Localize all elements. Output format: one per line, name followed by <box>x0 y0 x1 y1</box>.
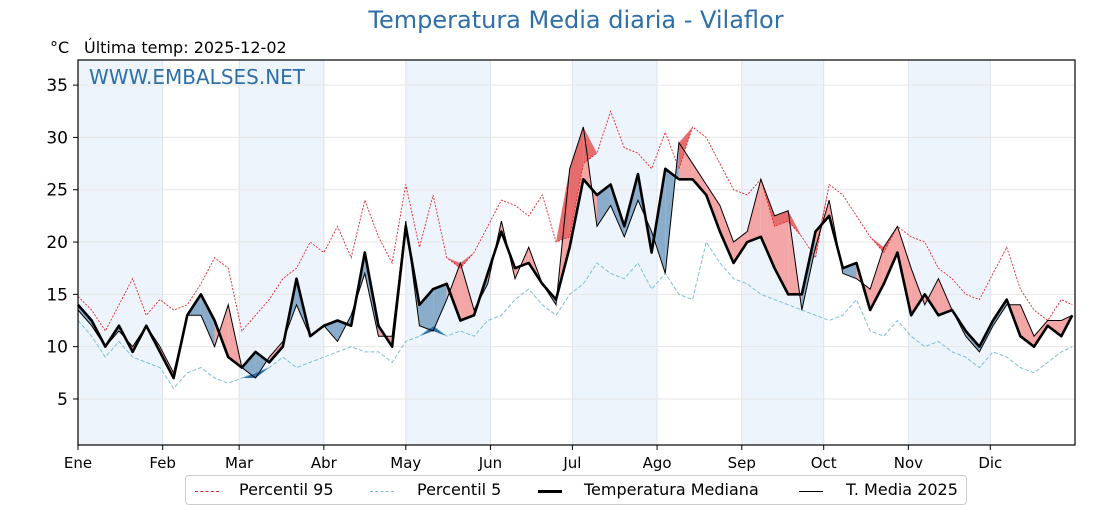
legend: Percentil 95 Percentil 5 Temperatura Med… <box>185 475 967 505</box>
x-tick-label: Mar <box>225 454 254 472</box>
legend-label-p95: Percentil 95 <box>239 480 334 499</box>
fill-above-p95 <box>760 179 775 227</box>
series-line-p5 <box>77 240 1073 390</box>
fill-above-median <box>870 247 884 311</box>
legend-swatch-p5 <box>370 491 394 492</box>
chart: WWW.EMBALSES.NET 5 10 15 20 25 30 35 Ene Feb Mar… <box>46 59 1076 472</box>
fill-above-median <box>760 179 775 269</box>
month-bands <box>78 60 991 445</box>
y-unit-label: °C <box>50 38 70 57</box>
chart-title: Temperatura Media diaria - Vilaflor <box>368 6 784 34</box>
grid-lines <box>77 60 1075 445</box>
x-axis: Ene Feb Mar Abr May Jun Jul Ago Sep Oct Nov Dic <box>64 445 1002 472</box>
x-tick-label: Nov <box>894 454 923 472</box>
fill-above-p95 <box>774 210 789 227</box>
legend-swatch-2025 <box>799 491 823 492</box>
y-tick-label: 25 <box>46 181 68 201</box>
series-lines <box>77 109 1074 390</box>
x-tick-label: Jul <box>562 454 581 472</box>
y-tick-label: 5 <box>57 390 68 410</box>
legend-label-median: Temperatura Mediana <box>584 480 759 499</box>
fill-above-median <box>214 304 229 358</box>
fill-below-median <box>433 283 447 331</box>
fill-above-p95 <box>556 168 570 243</box>
watermark: WWW.EMBALSES.NET <box>89 65 306 89</box>
y-tick-label: 20 <box>46 233 68 253</box>
fill-above-median <box>719 205 734 263</box>
fill-below-median <box>419 289 434 331</box>
x-tick-label: Ene <box>64 454 92 472</box>
legend-label-2025: T. Media 2025 <box>846 480 958 499</box>
plot-frame <box>77 59 1076 446</box>
fill-above-median <box>1020 304 1035 347</box>
x-tick-label: Jun <box>478 454 502 472</box>
series-line-median <box>77 167 1074 380</box>
y-axis: 5 10 15 20 25 30 35 <box>46 76 78 410</box>
fill-above-p95 <box>569 126 584 237</box>
x-tick-label: Oct <box>811 454 837 472</box>
fill-above-median <box>460 262 475 321</box>
fill-above-median <box>897 226 912 316</box>
fill-below-p5 <box>255 367 270 379</box>
fill-above-median <box>747 179 761 243</box>
y-tick-label: 10 <box>46 338 68 358</box>
fill-below-p5 <box>419 325 434 337</box>
legend-swatch-median <box>538 490 562 493</box>
fill-above-p95 <box>870 236 884 253</box>
y-tick-label: 15 <box>46 285 68 305</box>
y-tick-label: 30 <box>46 128 68 148</box>
series-line-2025 <box>77 126 1073 379</box>
series-line-p95 <box>77 109 1073 332</box>
last-temp-label: Última temp: 2025-12-02 <box>84 38 287 57</box>
fill-below-p5 <box>241 372 256 379</box>
x-tick-label: Feb <box>149 454 176 472</box>
month-band <box>908 60 991 445</box>
month-band <box>239 60 324 445</box>
fill-above-median <box>924 278 939 316</box>
month-band <box>405 60 491 445</box>
fill-above-median <box>446 262 461 321</box>
legend-swatch-p95 <box>195 491 219 492</box>
month-band <box>572 60 658 445</box>
x-tick-label: Dic <box>978 454 1002 472</box>
month-band <box>78 60 163 445</box>
fill-above-median <box>911 268 925 316</box>
x-tick-label: Abr <box>311 454 338 472</box>
x-tick-label: Sep <box>728 454 756 472</box>
fill-above-p95 <box>788 210 802 237</box>
fill-above-median <box>733 231 748 263</box>
fill-below-median <box>596 184 611 227</box>
fill-above-median <box>883 226 898 284</box>
x-tick-label: May <box>390 454 421 472</box>
fill-above-median <box>938 278 953 316</box>
y-tick-label: 35 <box>46 76 68 96</box>
fill-below-median <box>200 294 215 347</box>
legend-label-p5: Percentil 5 <box>417 480 502 499</box>
fill-below-median <box>241 351 256 379</box>
x-tick-label: Ago <box>643 454 672 472</box>
fill-above-median <box>692 163 707 195</box>
